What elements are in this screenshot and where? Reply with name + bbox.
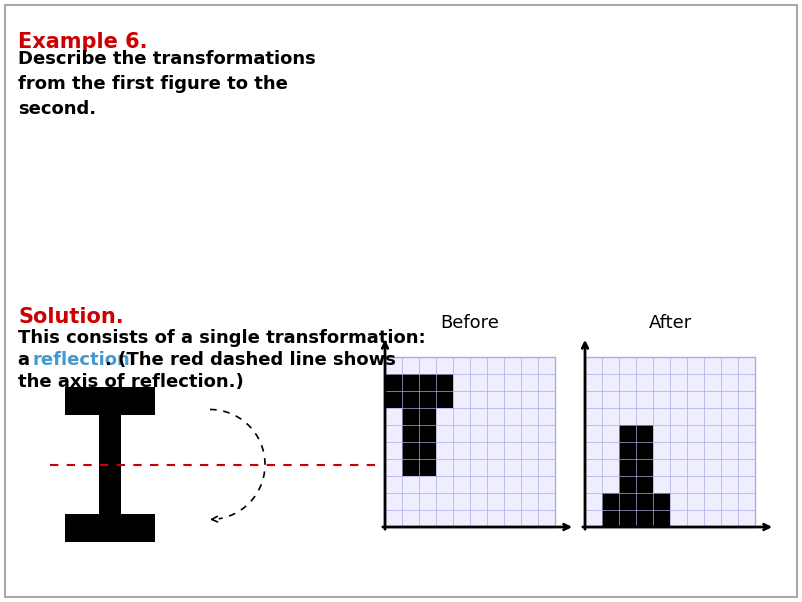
Bar xyxy=(65,387,155,415)
Text: Before: Before xyxy=(440,314,500,332)
Bar xyxy=(99,415,121,514)
Bar xyxy=(65,514,155,542)
Text: Solution.: Solution. xyxy=(18,307,124,327)
Bar xyxy=(619,425,653,493)
Bar xyxy=(602,493,670,527)
Bar xyxy=(385,374,453,408)
Text: reflection: reflection xyxy=(33,351,131,369)
Text: This consists of a single transformation:: This consists of a single transformation… xyxy=(18,329,426,347)
Bar xyxy=(385,357,555,527)
Bar xyxy=(585,357,755,527)
FancyBboxPatch shape xyxy=(5,5,797,597)
Bar xyxy=(402,408,436,476)
Text: After: After xyxy=(648,314,691,332)
Text: . (The red dashed line shows: . (The red dashed line shows xyxy=(105,351,396,369)
Text: a: a xyxy=(18,351,36,369)
Text: the axis of reflection.): the axis of reflection.) xyxy=(18,373,244,391)
Text: Describe the transformations
from the first figure to the
second.: Describe the transformations from the fi… xyxy=(18,50,316,118)
Text: Example 6.: Example 6. xyxy=(18,32,148,52)
